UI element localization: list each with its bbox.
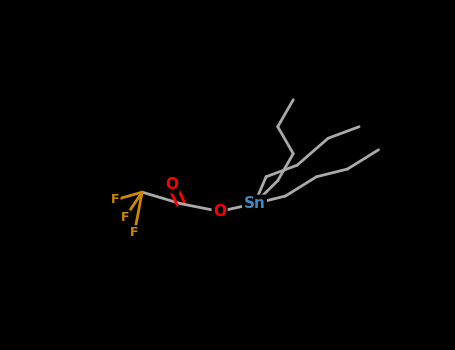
Text: Sn: Sn (243, 196, 265, 211)
Text: F: F (111, 193, 119, 206)
Text: O: O (213, 204, 226, 219)
Text: O: O (165, 177, 178, 192)
Text: F: F (130, 226, 139, 239)
Text: F: F (121, 211, 129, 224)
